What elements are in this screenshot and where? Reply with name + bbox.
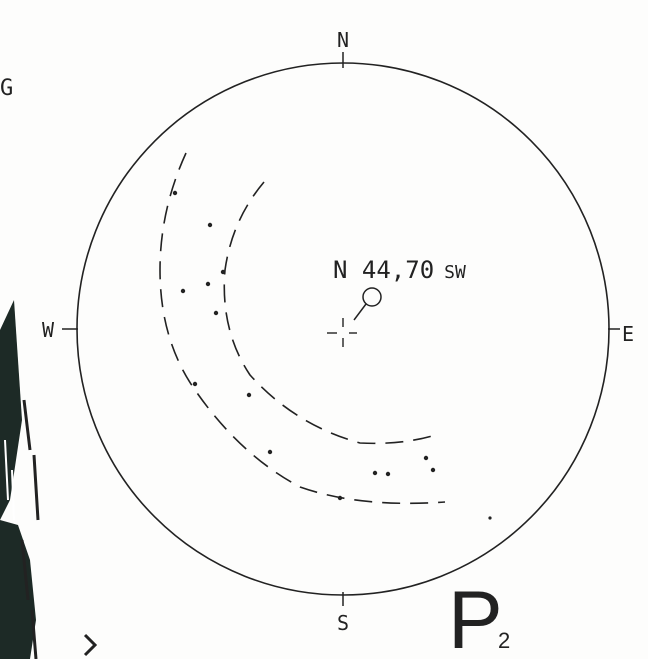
plot-letter: P — [448, 575, 503, 659]
east-label: E — [622, 322, 634, 346]
annotation: N 44,70 SW — [333, 256, 466, 284]
pole-circle — [362, 287, 382, 307]
center-cross — [327, 318, 357, 347]
margin-artwork — [0, 300, 98, 659]
pole-points — [172, 190, 492, 520]
plot-subscript: 2 — [498, 628, 510, 653]
north-label: N — [337, 28, 349, 52]
west-label: W — [42, 318, 55, 342]
corner-fragment: G — [0, 76, 13, 101]
outer-girdle — [159, 152, 446, 505]
south-label: S — [337, 611, 349, 635]
annotation-suffix: SW — [444, 262, 466, 283]
pole-line — [353, 303, 367, 321]
annotation-main: N 44,70 — [333, 256, 434, 284]
inner-girdle — [223, 181, 433, 445]
